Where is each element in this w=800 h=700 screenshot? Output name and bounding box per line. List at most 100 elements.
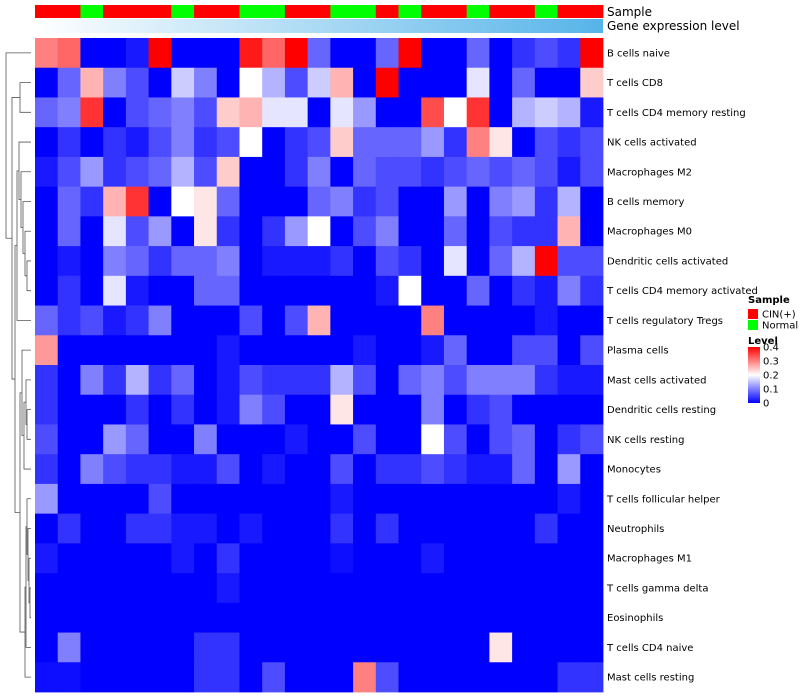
heatmap-cell <box>330 67 354 98</box>
heatmap-cell <box>284 335 309 366</box>
heatmap-cell <box>171 543 195 574</box>
dendrogram-branch <box>19 82 31 113</box>
heatmap-cell <box>171 394 195 425</box>
heatmap-cell <box>375 513 399 544</box>
heatmap-cell <box>125 275 149 306</box>
heatmap-cell <box>148 335 172 366</box>
heatmap-cell <box>35 424 59 455</box>
heatmap-cell <box>421 216 445 247</box>
heatmap-cell <box>171 454 195 485</box>
heatmap-cell <box>353 216 377 247</box>
heatmap-cell <box>57 186 81 217</box>
heatmap-cell <box>57 483 81 515</box>
heatmap-cell <box>239 67 263 98</box>
heatmap-cell <box>421 454 445 485</box>
sample-legend-label: CIN(+) <box>762 310 796 321</box>
heatmap-cell <box>35 483 59 515</box>
heatmap-cell <box>557 573 581 604</box>
heatmap-cell <box>353 127 377 158</box>
heatmap-cell <box>421 632 445 663</box>
heatmap-cell <box>148 513 172 544</box>
heatmap-cell <box>512 335 536 366</box>
heatmap-cell <box>557 127 581 158</box>
heatmap-cell <box>57 97 81 128</box>
heatmap-cell <box>375 275 399 306</box>
heatmap-cell <box>512 543 536 574</box>
heatmap-cell <box>216 394 240 425</box>
heatmap-cell <box>80 632 104 663</box>
heatmap-cell <box>489 127 513 158</box>
heatmap-cell <box>171 216 195 247</box>
heatmap-cell <box>171 365 195 396</box>
heatmap-cell <box>284 186 309 217</box>
heatmap-cell <box>466 483 490 515</box>
heatmap-cell <box>421 573 445 604</box>
heatmap-cell <box>35 365 59 396</box>
heatmap-cell <box>216 513 240 544</box>
heatmap-cell <box>307 424 331 455</box>
heatmap-cell <box>239 127 263 158</box>
heatmap-cell <box>148 602 172 633</box>
sample-annotation-cell <box>57 5 81 18</box>
sample-annotation-cell <box>443 5 468 18</box>
heatmap-cell <box>307 394 331 425</box>
heatmap-cell <box>534 335 558 366</box>
heatmap-cell <box>307 365 331 396</box>
heatmap-cell <box>80 216 104 247</box>
row-dendrogram <box>5 52 31 678</box>
heatmap-cell <box>216 335 240 366</box>
heatmap-cell <box>534 156 558 188</box>
heatmap-cell <box>171 186 195 217</box>
row-label: Mast cells activated <box>607 375 706 386</box>
heatmap-cell <box>171 246 195 277</box>
heatmap-cell <box>534 513 558 544</box>
heatmap-cell <box>262 156 286 188</box>
heatmap-cell <box>375 127 399 158</box>
sample-annotation-cell <box>353 5 377 18</box>
heatmap-cell <box>443 365 468 396</box>
heatmap-cell <box>103 156 127 188</box>
heatmap-cell <box>489 38 513 69</box>
heatmap-cell <box>512 424 536 455</box>
heatmap-cell <box>80 246 104 277</box>
heatmap-cell <box>353 602 377 633</box>
level-tick-label: 0.3 <box>763 357 779 368</box>
heatmap-cell <box>103 38 127 69</box>
heatmap-cell <box>125 216 149 247</box>
heatmap-cell <box>284 97 309 128</box>
heatmap-cell <box>194 67 218 98</box>
heatmap-cell <box>57 365 81 396</box>
heatmap-cell <box>239 632 263 663</box>
heatmap-cell <box>489 246 513 277</box>
heatmap-cell <box>489 365 513 396</box>
heatmap-cell <box>125 305 149 336</box>
heatmap-cell <box>398 216 422 247</box>
heatmap-cell <box>239 216 263 247</box>
heatmap-cell <box>262 365 286 396</box>
heatmap-cell <box>512 513 536 544</box>
heatmap-cell <box>489 216 513 247</box>
heatmap-cell <box>284 38 309 69</box>
row-label: Neutrophils <box>607 524 664 535</box>
heatmap-cell <box>375 186 399 217</box>
heatmap-cell <box>262 97 286 128</box>
heatmap-cell <box>171 156 195 188</box>
heatmap-cell <box>512 454 536 485</box>
heatmap-cell <box>194 186 218 217</box>
heatmap-cell <box>466 97 490 128</box>
heatmap-cell <box>262 127 286 158</box>
heatmap-cell <box>330 216 354 247</box>
heatmap-cell <box>557 483 581 515</box>
heatmap-cell <box>443 573 468 604</box>
heatmap-cell <box>466 186 490 217</box>
heatmap-cell <box>466 67 490 98</box>
row-label: Macrophages M0 <box>607 227 692 238</box>
heatmap-cell <box>421 97 445 128</box>
heatmap-cell <box>353 632 377 663</box>
heatmap-cell <box>421 38 445 69</box>
heatmap-cell <box>398 662 422 693</box>
heatmap-cell <box>512 186 536 217</box>
heatmap-cell <box>35 454 59 485</box>
sample-annotation-cell <box>125 5 149 18</box>
